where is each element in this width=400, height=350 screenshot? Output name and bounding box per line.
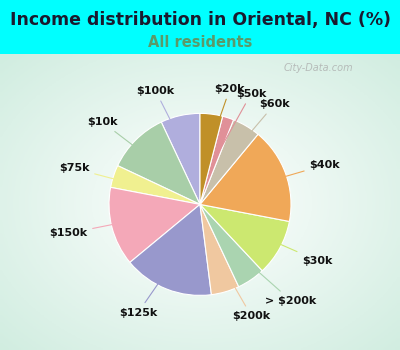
Wedge shape xyxy=(200,204,262,287)
Text: $40k: $40k xyxy=(247,160,340,188)
Text: City-Data.com: City-Data.com xyxy=(283,63,353,73)
Text: > $200k: > $200k xyxy=(229,245,317,306)
Text: Income distribution in Oriental, NC (%): Income distribution in Oriental, NC (%) xyxy=(10,11,390,29)
Wedge shape xyxy=(200,113,223,204)
Text: $100k: $100k xyxy=(136,86,188,156)
Wedge shape xyxy=(200,204,239,295)
Wedge shape xyxy=(109,187,200,262)
Wedge shape xyxy=(161,113,200,204)
Wedge shape xyxy=(200,204,289,271)
Text: $60k: $60k xyxy=(226,99,290,162)
Text: $200k: $200k xyxy=(214,252,271,321)
Text: $20k: $20k xyxy=(207,84,245,155)
Text: $50k: $50k xyxy=(216,89,266,157)
Wedge shape xyxy=(130,204,212,295)
Text: $75k: $75k xyxy=(59,163,152,189)
Wedge shape xyxy=(118,122,200,204)
Wedge shape xyxy=(111,166,200,204)
Text: $150k: $150k xyxy=(49,217,152,238)
Text: $30k: $30k xyxy=(244,228,332,266)
Wedge shape xyxy=(200,134,291,222)
Wedge shape xyxy=(200,120,258,204)
Text: $125k: $125k xyxy=(119,251,181,318)
Text: $10k: $10k xyxy=(87,117,164,169)
Wedge shape xyxy=(200,116,234,204)
Text: All residents: All residents xyxy=(148,35,252,50)
